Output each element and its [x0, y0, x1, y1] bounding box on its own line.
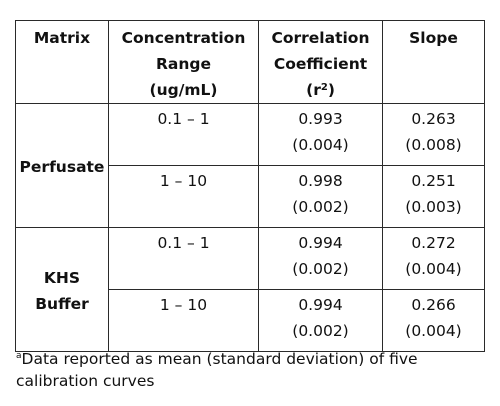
slope-cell: 0.263 (0.008) — [382, 103, 485, 166]
slope-cell: 0.266 (0.004) — [382, 289, 485, 352]
range-cell: 1 – 10 — [108, 165, 259, 228]
header-matrix: Matrix — [15, 20, 109, 104]
footnote-text: Data reported as mean (standard deviatio… — [16, 350, 418, 390]
range-cell: 0.1 – 1 — [108, 227, 259, 290]
table-row: 1 – 10 0.998 (0.002) 0.251 (0.003) — [16, 165, 485, 228]
r2-cell: 0.994 (0.002) — [258, 289, 383, 352]
r2-cell: 0.993 (0.004) — [258, 103, 383, 166]
matrix-cell-perfusate: Perfusate — [15, 103, 109, 228]
footnote-marker: a — [16, 351, 22, 361]
header-slope: Slope — [382, 20, 485, 104]
header-correlation-coefficient: Correlation Coefficient (r2) — [258, 20, 383, 104]
calibration-table: Matrix Concentration Range (ug/mL) Corre… — [15, 20, 485, 352]
table-header-row: Matrix Concentration Range (ug/mL) Corre… — [15, 20, 485, 104]
table-footnote: aData reported as mean (standard deviati… — [16, 348, 486, 392]
header-concentration-range: Concentration Range (ug/mL) — [108, 20, 259, 104]
range-cell: 1 – 10 — [108, 289, 259, 352]
table-row: 1 – 10 0.994 (0.002) 0.266 (0.004) — [16, 289, 485, 352]
table-row: KHS Buffer 0.1 – 1 0.994 (0.002) 0.272 (… — [15, 227, 485, 352]
matrix-cell-khs-buffer: KHS Buffer — [15, 227, 109, 352]
slope-cell: 0.251 (0.003) — [382, 165, 485, 228]
r2-cell: 0.998 (0.002) — [258, 165, 383, 228]
r2-cell: 0.994 (0.002) — [258, 227, 383, 290]
range-cell: 0.1 – 1 — [108, 103, 259, 166]
table-row: Perfusate 0.1 – 1 0.993 (0.004) 0.263 (0… — [15, 103, 485, 228]
slope-cell: 0.272 (0.004) — [382, 227, 485, 290]
